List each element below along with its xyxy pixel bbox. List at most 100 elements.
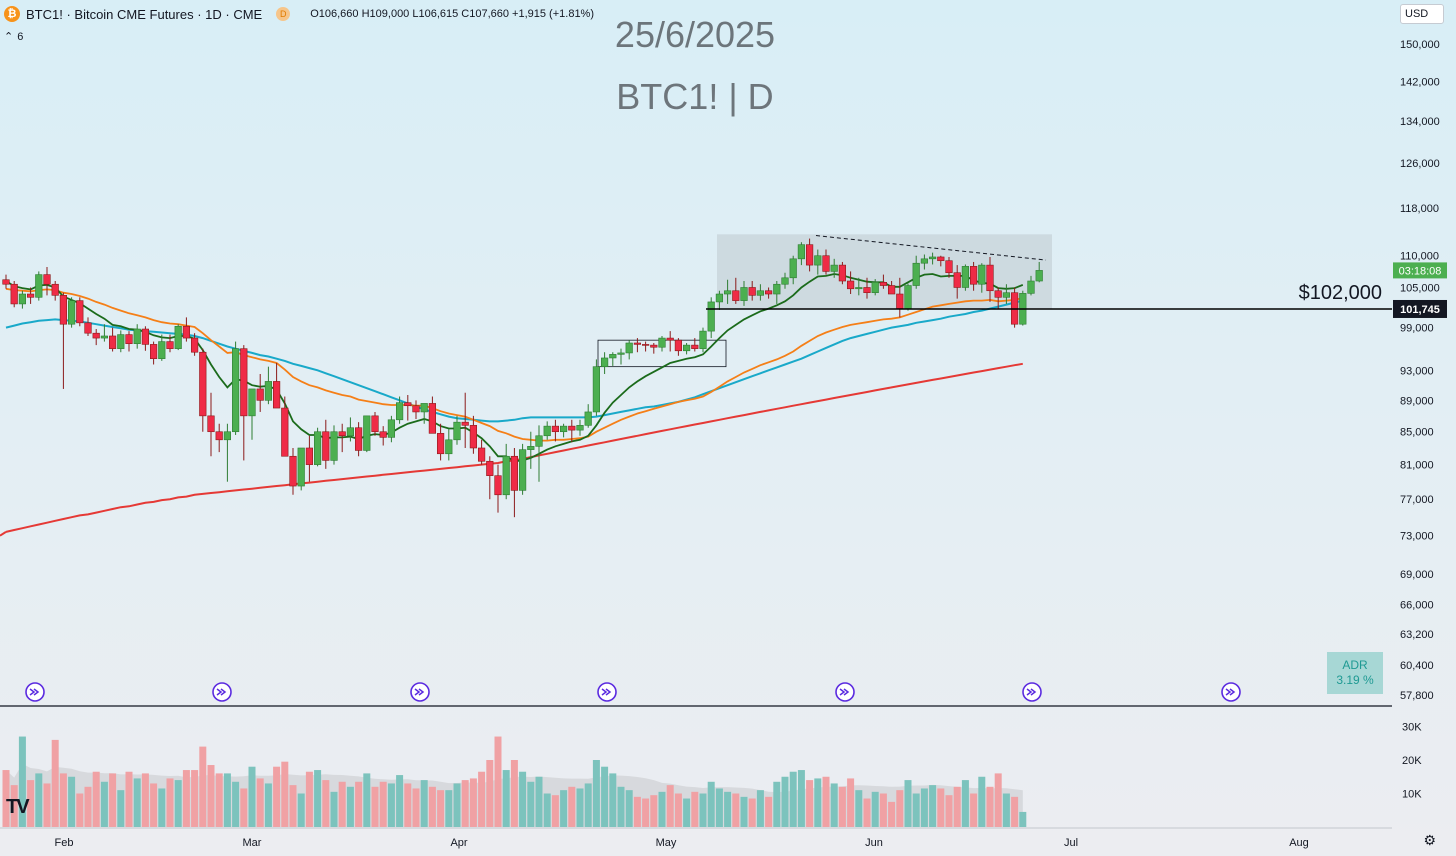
- candle[interactable]: [535, 425, 543, 482]
- candle[interactable]: [125, 331, 133, 352]
- candle[interactable]: [682, 342, 691, 355]
- volume-bar[interactable]: [215, 773, 223, 827]
- volume-bar[interactable]: [1002, 793, 1010, 828]
- candle[interactable]: [412, 400, 420, 419]
- candle[interactable]: [543, 421, 551, 440]
- volume-bar[interactable]: [510, 760, 518, 827]
- candle[interactable]: [986, 256, 994, 302]
- candle[interactable]: [600, 352, 609, 375]
- volume-bar[interactable]: [109, 773, 117, 827]
- volume-bar[interactable]: [576, 788, 584, 827]
- candle[interactable]: [904, 283, 912, 311]
- volume-bar[interactable]: [330, 791, 338, 827]
- tradingview-logo[interactable]: TV: [6, 796, 30, 818]
- volume-bar[interactable]: [453, 783, 461, 827]
- currency-selector[interactable]: USD: [1400, 4, 1444, 24]
- volume-bar[interactable]: [904, 780, 912, 827]
- volume-bar[interactable]: [84, 786, 92, 827]
- volume-bar[interactable]: [133, 778, 141, 827]
- volume-bar[interactable]: [445, 790, 453, 827]
- candle[interactable]: [748, 281, 756, 301]
- candle[interactable]: [59, 292, 67, 389]
- volume-bar[interactable]: [519, 771, 527, 827]
- volume-bar[interactable]: [92, 771, 100, 827]
- candle[interactable]: [92, 329, 100, 346]
- volume-bar[interactable]: [715, 788, 723, 827]
- candle[interactable]: [371, 411, 379, 436]
- candle[interactable]: [191, 333, 199, 356]
- candle[interactable]: [166, 334, 174, 353]
- candle[interactable]: [305, 435, 314, 482]
- candle[interactable]: [707, 297, 715, 339]
- candle[interactable]: [215, 423, 223, 453]
- volume-bar[interactable]: [248, 766, 256, 827]
- candle[interactable]: [609, 352, 617, 366]
- event-marker-icon[interactable]: [597, 682, 617, 702]
- volume-bar[interactable]: [363, 773, 371, 827]
- candle[interactable]: [937, 255, 945, 267]
- volume-bar[interactable]: [150, 783, 158, 827]
- candle[interactable]: [559, 423, 568, 438]
- volume-bar[interactable]: [199, 746, 207, 827]
- volume-bar[interactable]: [699, 793, 707, 828]
- candle[interactable]: [740, 281, 748, 306]
- volume-bar[interactable]: [18, 736, 26, 827]
- volume-bar[interactable]: [273, 766, 281, 827]
- candle[interactable]: [576, 419, 584, 436]
- volume-bar[interactable]: [43, 783, 51, 827]
- candle[interactable]: [387, 415, 396, 443]
- candle[interactable]: [920, 254, 928, 270]
- candle[interactable]: [68, 297, 76, 328]
- candle[interactable]: [518, 443, 527, 495]
- candle[interactable]: [978, 263, 986, 293]
- volume-bar[interactable]: [2, 770, 10, 827]
- candle[interactable]: [18, 290, 27, 309]
- candle[interactable]: [617, 348, 625, 365]
- candle[interactable]: [338, 423, 346, 453]
- volume-bar[interactable]: [970, 793, 978, 828]
- candle[interactable]: [527, 431, 535, 469]
- volume-bar[interactable]: [35, 773, 43, 827]
- candle[interactable]: [158, 334, 166, 361]
- candle[interactable]: [453, 415, 461, 445]
- volume-bar[interactable]: [387, 783, 395, 827]
- candle[interactable]: [551, 419, 559, 442]
- candle[interactable]: [781, 272, 789, 289]
- candle[interactable]: [35, 271, 43, 301]
- candle[interactable]: [313, 427, 322, 467]
- volume-bar[interactable]: [371, 786, 379, 827]
- volume-bar[interactable]: [666, 785, 674, 827]
- volume-bar[interactable]: [674, 793, 682, 828]
- volume-bar[interactable]: [338, 781, 346, 827]
- volume-bar[interactable]: [773, 781, 781, 827]
- indicator-toggle[interactable]: ⌃ 6: [4, 30, 23, 44]
- volume-bar[interactable]: [912, 793, 920, 828]
- volume-bar[interactable]: [871, 791, 879, 827]
- candle[interactable]: [2, 274, 10, 289]
- volume-bar[interactable]: [937, 788, 945, 827]
- volume-bar[interactable]: [929, 785, 937, 827]
- volume-bar[interactable]: [461, 780, 469, 827]
- candle[interactable]: [379, 426, 387, 446]
- candle[interactable]: [100, 324, 108, 342]
- volume-bar[interactable]: [322, 780, 330, 827]
- volume-bar[interactable]: [182, 770, 190, 827]
- candle[interactable]: [969, 261, 978, 291]
- volume-bar[interactable]: [920, 788, 928, 827]
- candle[interactable]: [838, 261, 846, 285]
- candle[interactable]: [1027, 275, 1035, 296]
- volume-bar[interactable]: [478, 771, 486, 827]
- candle[interactable]: [871, 279, 879, 296]
- candle[interactable]: [846, 271, 855, 295]
- last-price-badge[interactable]: [1393, 262, 1447, 279]
- candle[interactable]: [354, 422, 363, 457]
- gear-icon[interactable]: ⚙: [1423, 832, 1436, 848]
- candle[interactable]: [428, 396, 437, 434]
- level-price-badge[interactable]: [1393, 299, 1447, 318]
- volume-bar[interactable]: [100, 781, 108, 827]
- event-marker-icon[interactable]: [1221, 682, 1241, 702]
- candle[interactable]: [625, 340, 633, 360]
- volume-bar[interactable]: [789, 771, 797, 827]
- volume-bar[interactable]: [601, 766, 609, 827]
- candle[interactable]: [420, 403, 428, 424]
